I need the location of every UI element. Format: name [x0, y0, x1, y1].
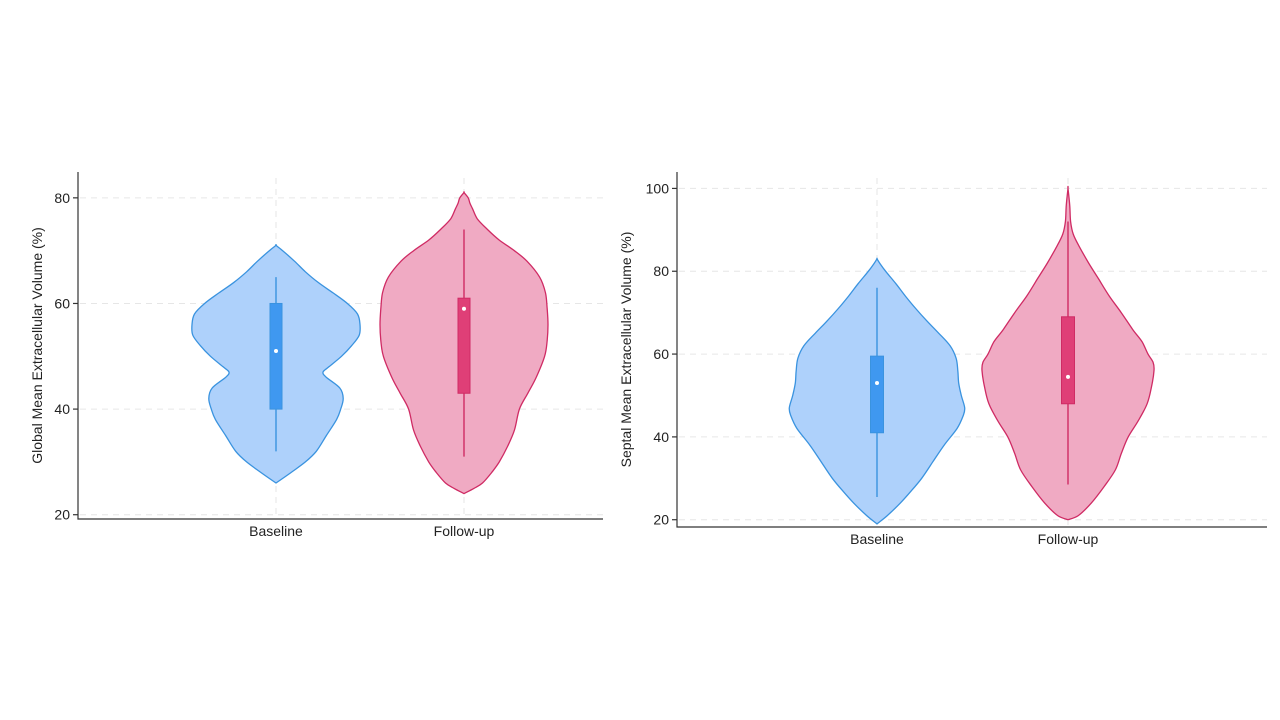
y-axis-title: Global Mean Extracellular Volume (%) — [29, 227, 45, 464]
x-category-label-follow-up: Follow-up — [434, 523, 495, 539]
median-marker-follow-up — [462, 306, 466, 311]
x-category-label-baseline: Baseline — [249, 523, 303, 539]
y-axis-title: Septal Mean Extracellular Volume (%) — [618, 232, 634, 468]
chart-panel-1: 20 40 60 80 Baseline Follow-up Global Mean Ext… — [29, 172, 603, 539]
chart-panel-2: 20 40 60 80 100 Baseline Follow-up Septal Mean … — [618, 172, 1267, 547]
iqr-box-follow-up — [1061, 316, 1075, 405]
y-tick-label-20: 20 — [54, 507, 70, 523]
axes-frame — [676, 172, 1267, 528]
y-tick-label-20: 20 — [653, 512, 669, 528]
iqr-box-follow-up — [457, 297, 471, 394]
median-marker-follow-up — [1066, 374, 1070, 379]
y-tick-label-40: 40 — [653, 429, 669, 445]
y-tick-label-80: 80 — [653, 263, 669, 279]
iqr-box-baseline — [870, 355, 884, 434]
median-marker-baseline — [274, 349, 278, 353]
axes-frame — [77, 172, 603, 520]
median-marker-baseline — [875, 381, 879, 386]
y-tick-label-60: 60 — [54, 295, 70, 311]
y-tick-label-40: 40 — [54, 401, 70, 417]
y-tick-label-60: 60 — [653, 346, 669, 362]
y-tick-label-80: 80 — [54, 190, 70, 206]
iqr-box-baseline — [269, 302, 283, 410]
x-category-label-follow-up: Follow-up — [1038, 531, 1099, 547]
x-category-label-baseline: Baseline — [850, 531, 904, 547]
y-tick-label-100: 100 — [646, 180, 670, 196]
